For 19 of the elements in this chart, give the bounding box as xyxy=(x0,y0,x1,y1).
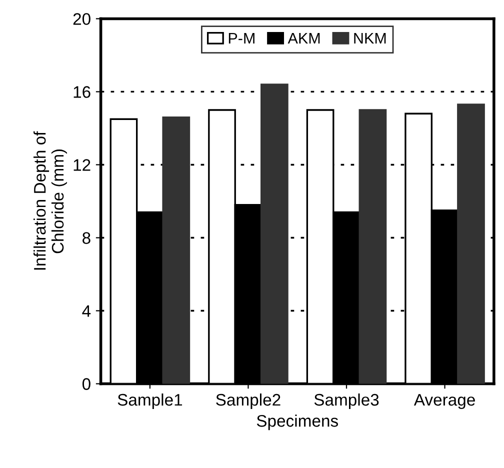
x-tick-label: Sample2 xyxy=(216,393,280,410)
legend-label: AKM xyxy=(288,33,320,44)
legend-label: P-M xyxy=(228,33,254,44)
x-tick-label: Average xyxy=(414,394,475,410)
legend-label: NKM xyxy=(354,33,386,44)
y-tick-label: 4 xyxy=(82,305,91,317)
y-tick-label: 16 xyxy=(74,86,90,98)
x-axis-title: Specimens xyxy=(256,414,338,430)
bar xyxy=(162,116,190,384)
bar xyxy=(457,104,485,384)
y-tick-label: 0 xyxy=(82,378,90,390)
y-axis-title: Infiltration Depth of Chloride (mm) xyxy=(33,131,67,270)
bar xyxy=(260,84,288,384)
y-tick-label: 20 xyxy=(73,13,90,25)
bar xyxy=(358,109,387,384)
x-tick-label: Sample3 xyxy=(314,393,379,410)
y-tick-label: 12 xyxy=(74,159,90,171)
y-tick-label: 8 xyxy=(82,232,90,244)
x-tick-label: Sample1 xyxy=(118,393,182,410)
